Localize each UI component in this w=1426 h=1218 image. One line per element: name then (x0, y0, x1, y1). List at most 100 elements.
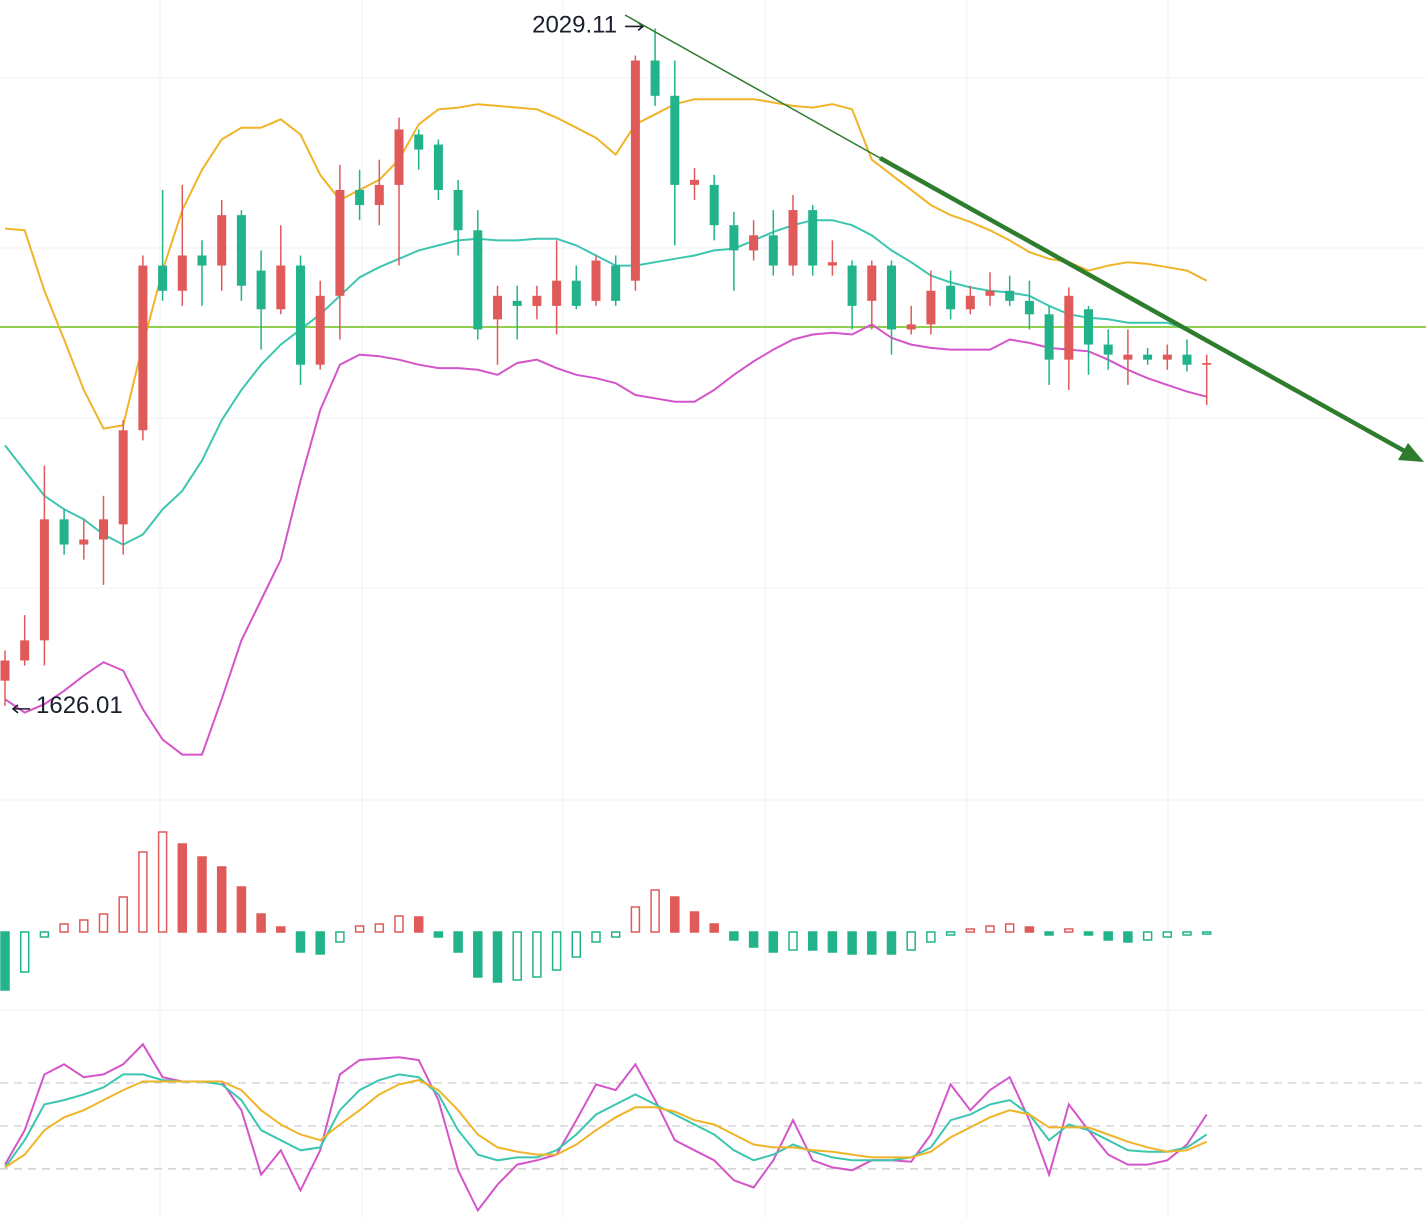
macd-bar (177, 843, 188, 933)
macd-bar (453, 931, 463, 953)
candle-body (1182, 354, 1192, 365)
macd-bar (1083, 931, 1094, 936)
band-line (4, 98, 1208, 430)
candle-body (749, 235, 759, 251)
candle-body (985, 290, 995, 296)
candle-body (453, 189, 463, 231)
macd-bar (276, 926, 286, 933)
candle-body (906, 324, 916, 330)
macd-bar (433, 931, 444, 938)
macd-bar (748, 931, 759, 948)
candle-body (197, 255, 207, 266)
candle-body (99, 519, 108, 540)
candle-body (768, 235, 778, 266)
candle-body (965, 295, 975, 310)
macd-bar (689, 911, 700, 933)
indicator-line (4, 1042, 1208, 1213)
macd-bar (571, 931, 582, 958)
macd-bar (315, 931, 325, 955)
candle-body (256, 270, 266, 310)
plot-layer: 2029.11 1626.01 (0, 12, 1426, 1213)
macd-bar (413, 916, 424, 933)
band-line (4, 323, 1207, 756)
candle-body (217, 215, 227, 266)
candle-body (374, 184, 384, 206)
candle-body (177, 255, 187, 291)
indicator-line (4, 1079, 1208, 1169)
macd-bar (1103, 931, 1113, 941)
candle-body (493, 295, 502, 320)
macd-bar (19, 931, 30, 973)
macd-bar (945, 931, 956, 936)
macd-bar (512, 931, 522, 981)
macd-bar (1142, 931, 1153, 941)
macd-bar (492, 931, 503, 983)
candle-body (433, 144, 443, 190)
candle-body (827, 262, 837, 266)
macd-bar (1004, 923, 1015, 933)
candle-body (276, 265, 286, 310)
macd-bar (1024, 926, 1035, 933)
indicator-line (4, 1073, 1208, 1168)
candle-body (1005, 290, 1015, 301)
macd-bar (985, 925, 995, 933)
macd-bar (98, 913, 109, 933)
trend-arrow (1398, 443, 1424, 462)
macd-bar (551, 931, 562, 971)
candle-body (1202, 363, 1212, 365)
candle-body (611, 265, 621, 301)
candle-body (473, 230, 483, 330)
macd-bar (354, 925, 365, 933)
candle-body (1143, 354, 1153, 360)
macd-bar (394, 915, 404, 933)
candle-body (788, 210, 798, 266)
candle-body (1162, 354, 1172, 360)
min-arrow (11, 704, 30, 714)
macd-bar (610, 931, 621, 938)
candle-body (79, 539, 89, 545)
candle-body (39, 519, 49, 641)
macd-bar (473, 931, 483, 978)
macd-bar (39, 931, 50, 938)
trend-line-thin (624, 14, 881, 159)
candle-body (1064, 295, 1074, 360)
candle-body (20, 640, 30, 661)
macd-bar (650, 889, 660, 933)
macd-bar (79, 919, 89, 933)
candle-body (355, 189, 365, 206)
macd-bar (0, 931, 10, 991)
candle-body (690, 179, 699, 185)
candle-body (158, 265, 168, 291)
candle-body (946, 285, 956, 310)
candle-body (1024, 300, 1034, 315)
macd-bar (197, 856, 207, 933)
macd-bar (768, 931, 779, 953)
candle-body (591, 260, 601, 301)
macd-bar (138, 851, 148, 933)
macd-bar (788, 931, 798, 951)
macd-bar (374, 923, 385, 933)
macd-bar (709, 923, 719, 933)
candle-body (552, 280, 562, 306)
candle-body (0, 660, 10, 681)
macd-bar (1182, 931, 1192, 936)
max-label: 2029.11 (532, 12, 617, 39)
candle-body (1044, 314, 1054, 360)
candle-body (236, 215, 246, 286)
candle-body (1103, 344, 1113, 355)
macd-bar (670, 896, 680, 933)
macd-bar (591, 931, 601, 943)
candle-body (887, 265, 896, 330)
macd-bar (157, 831, 168, 933)
candle-body (650, 60, 660, 96)
candle-body (729, 225, 739, 251)
candle-body (296, 265, 305, 365)
candle-body (59, 519, 69, 545)
macd-bar (1064, 928, 1074, 933)
macd-bar (926, 931, 936, 943)
macd-bar (1044, 931, 1054, 936)
macd-bar (1162, 931, 1173, 938)
trend-line (624, 14, 1424, 462)
